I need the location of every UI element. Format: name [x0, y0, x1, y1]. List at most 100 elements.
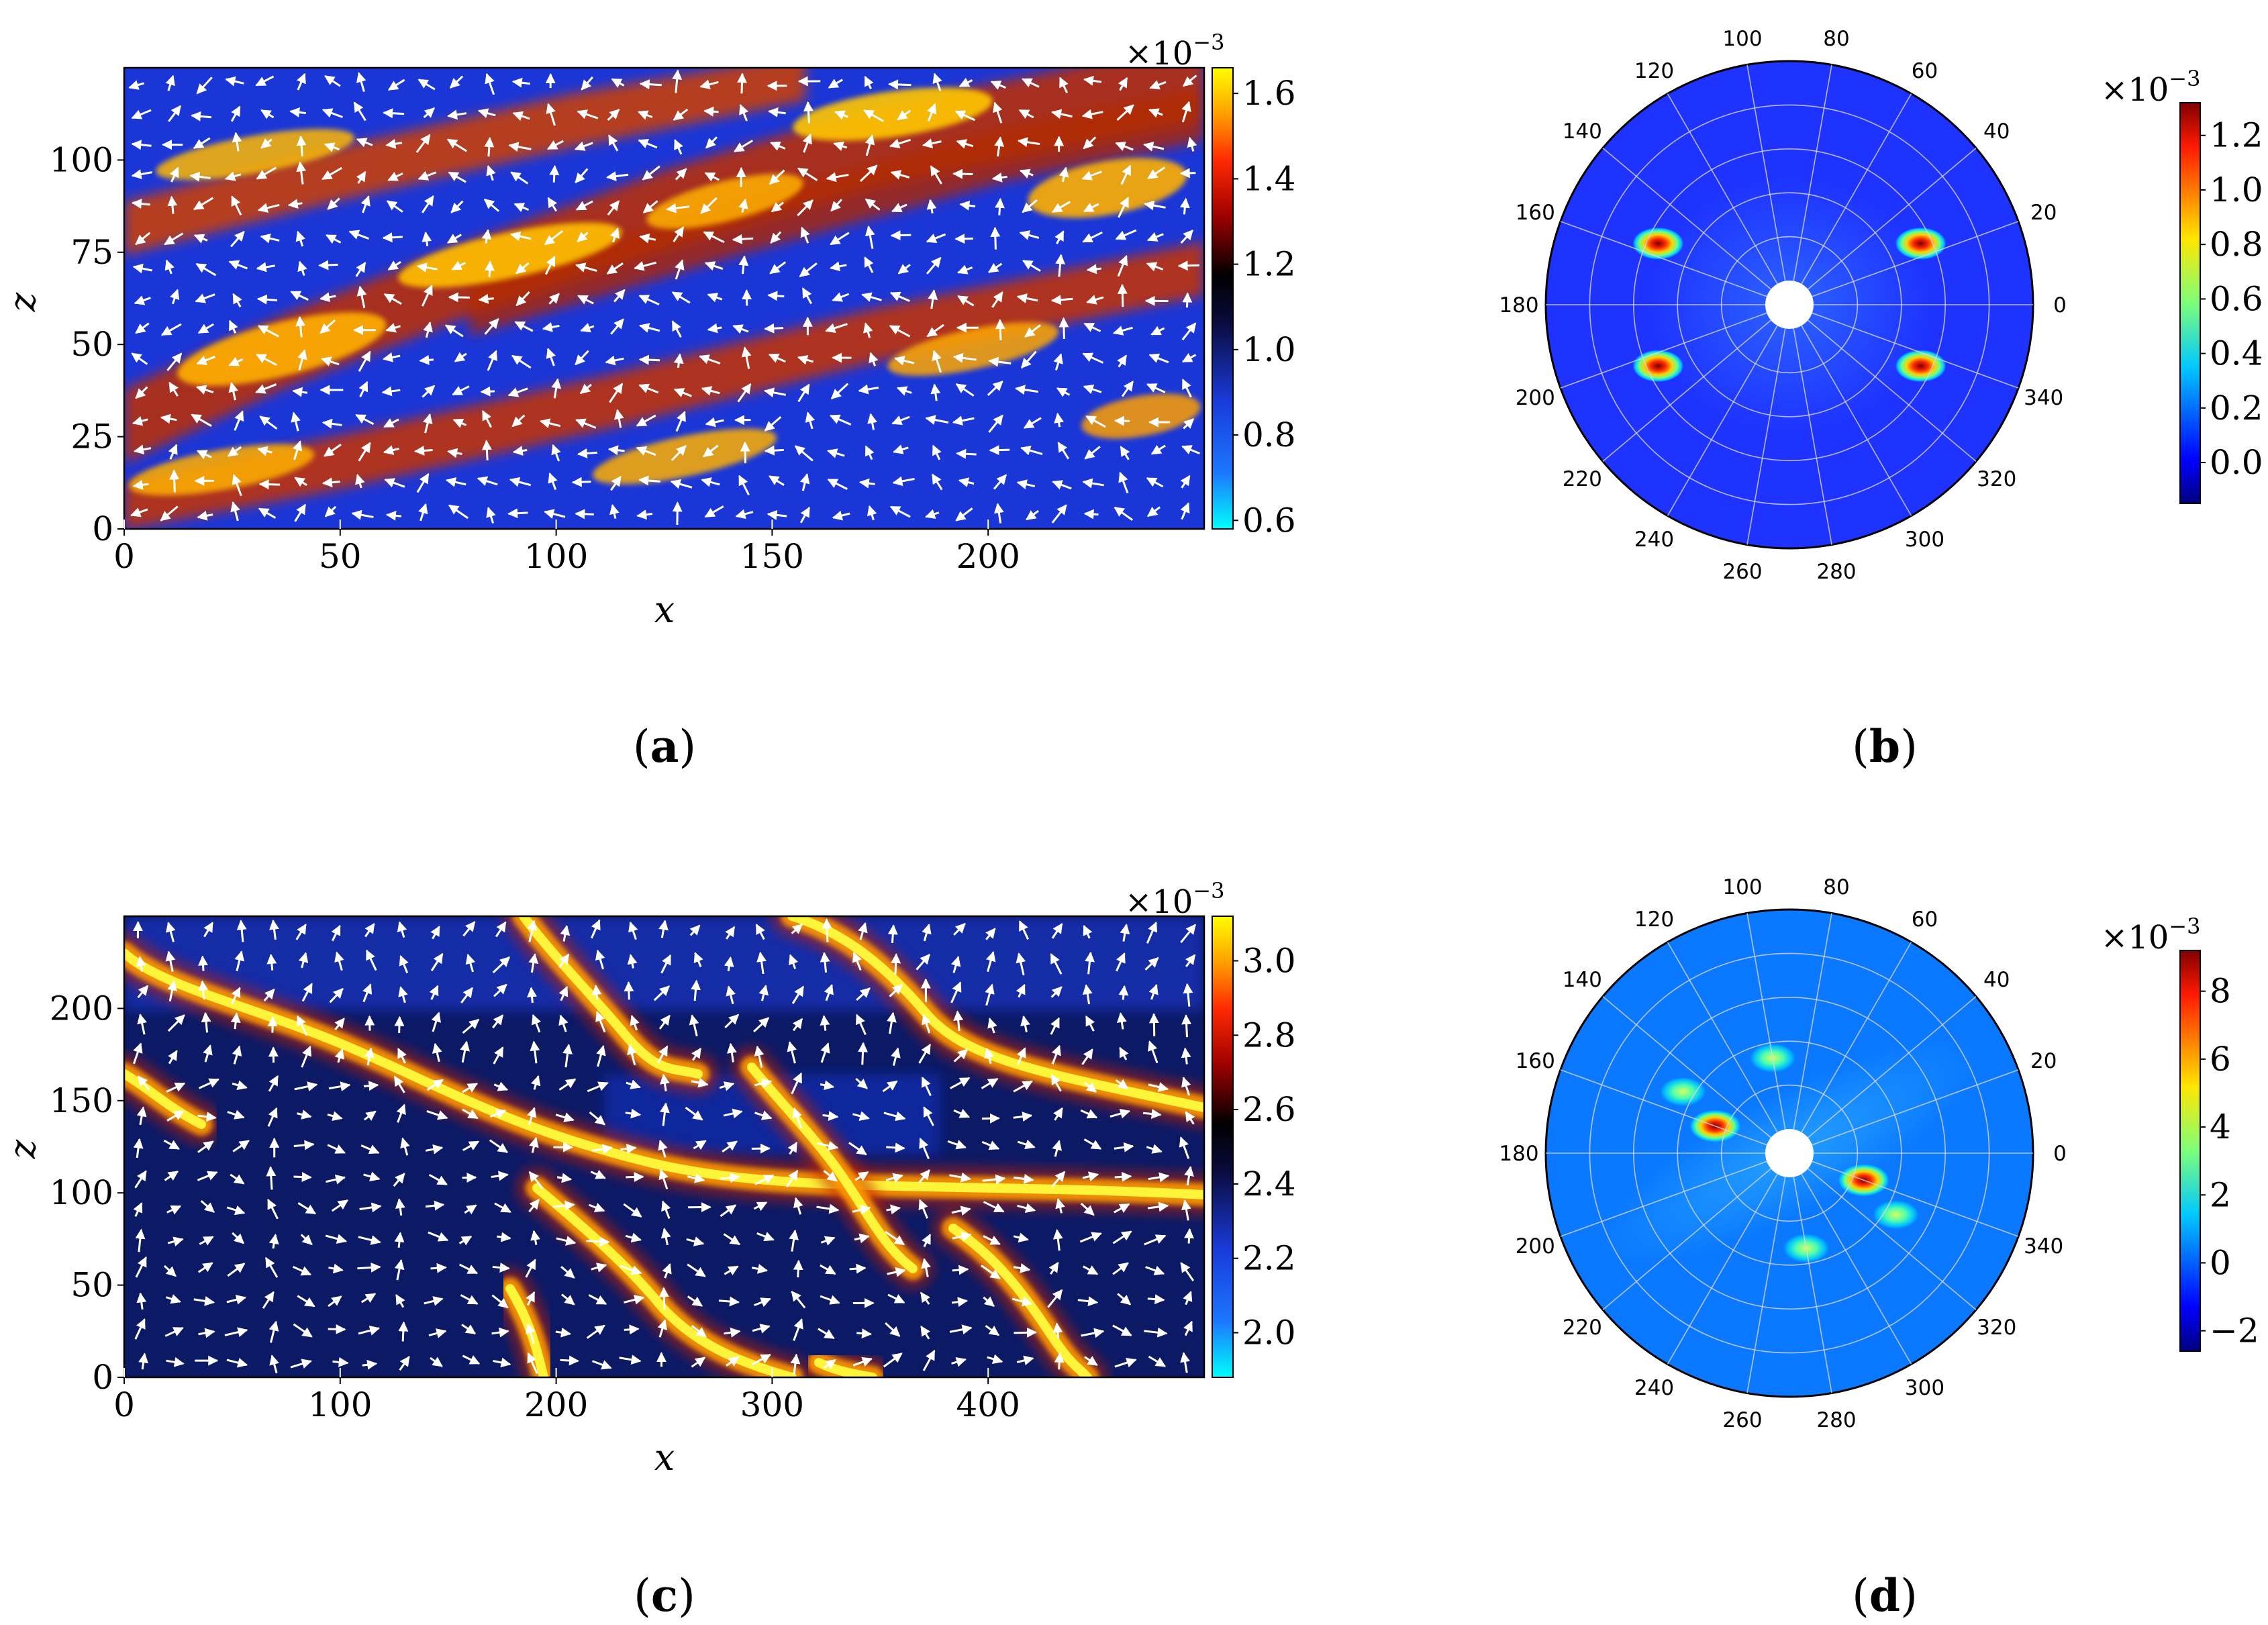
quiver-arrow — [1182, 75, 1197, 87]
quiver-arrow — [856, 1328, 873, 1339]
quiver-arrow — [926, 256, 942, 275]
quiver-arrow — [788, 954, 799, 969]
quiver-arrow — [822, 1111, 839, 1121]
quiver-arrow — [227, 446, 242, 457]
quiver-arrow — [196, 77, 213, 95]
quiver-arrow — [802, 133, 812, 153]
quiver-arrow — [685, 1106, 703, 1121]
quiver-arrow — [922, 1014, 932, 1034]
quiver-arrow — [1081, 1328, 1105, 1338]
quiver-arrow — [928, 289, 938, 309]
quiver-arrow — [833, 141, 848, 152]
quiver-arrow — [255, 383, 277, 394]
quiver-arrow — [609, 228, 620, 243]
quiver-arrow — [269, 919, 279, 940]
quiver-arrow — [428, 1328, 447, 1338]
spectral-peak — [1632, 350, 1684, 383]
quiver-arrow — [886, 1142, 905, 1153]
quiver-arrow — [460, 1294, 479, 1305]
quiver-arrow — [1022, 199, 1038, 213]
quiver-arrow — [398, 986, 408, 1003]
quiver-arrow — [532, 1014, 542, 1033]
turbulent-stripe — [814, 1358, 877, 1377]
quiver-arrow — [660, 954, 672, 974]
quiver-arrow — [492, 1263, 510, 1273]
quiver-arrow — [660, 1228, 671, 1246]
quiver-arrow — [1179, 168, 1196, 179]
quiver-arrow — [301, 1045, 312, 1068]
quiver-arrow — [985, 1324, 1000, 1336]
panel-b-polar-grid — [1546, 64, 2033, 545]
quiver-arrow — [1016, 983, 1026, 998]
quiver-arrow — [225, 171, 242, 181]
quiver-arrow — [230, 230, 245, 248]
quiver-arrow — [787, 1041, 797, 1064]
quiver-arrow — [1077, 1296, 1099, 1307]
quiver-arrow — [226, 1295, 247, 1305]
quiver-arrow — [856, 987, 871, 1001]
quiver-arrow — [527, 920, 538, 942]
quiver-arrow — [510, 171, 529, 185]
quiver-arrow — [957, 295, 975, 307]
quiver-arrow — [136, 1292, 147, 1310]
quiver-arrow — [135, 1228, 146, 1252]
quiver-arrow — [1051, 504, 1067, 524]
quiver-arrow — [577, 109, 599, 119]
quiver-arrow — [1180, 1352, 1190, 1373]
quiver-arrow — [896, 386, 912, 396]
quiver-arrow — [725, 926, 736, 940]
turbulent-stripe — [519, 916, 703, 1079]
quiver-arrow — [138, 1352, 149, 1370]
quiver-arrow — [416, 262, 438, 273]
quiver-arrow — [789, 1229, 799, 1252]
quiver-arrow — [395, 1293, 405, 1308]
quiver-arrow — [1083, 203, 1099, 213]
quiver-arrow — [826, 448, 845, 458]
quiver-arrow — [764, 323, 783, 334]
quiver-arrow — [1058, 77, 1069, 93]
turbulent-stripe — [532, 1183, 797, 1377]
quiver-arrow — [291, 411, 301, 432]
quiver-arrow — [921, 1258, 931, 1277]
quiver-arrow — [383, 293, 402, 305]
angle-tick-label: 60 — [1912, 59, 1938, 83]
quiver-arrow — [820, 952, 830, 973]
spectral-peak — [1895, 227, 1946, 260]
quiver-arrow — [956, 139, 974, 149]
quiver-arrow — [257, 203, 280, 213]
quiver-arrow — [447, 448, 462, 458]
quiver-arrow — [983, 1201, 1005, 1213]
turbulent-stripe — [747, 1063, 918, 1273]
quiver-arrow — [449, 75, 464, 89]
panel-c-caption: (c) — [634, 1569, 695, 1622]
quiver-arrow — [634, 261, 657, 271]
quiver-arrow — [791, 1072, 803, 1095]
quiver-arrow — [720, 1204, 737, 1218]
quiver-arrow — [417, 170, 437, 181]
quiver-arrow — [606, 262, 624, 275]
quiver-arrow — [723, 1108, 743, 1119]
quiver-arrow — [575, 262, 597, 273]
quiver-arrow — [1180, 1262, 1195, 1281]
quiver-arrow — [1180, 230, 1194, 244]
quiver-arrow — [867, 505, 877, 521]
quiver-arrow — [1017, 1139, 1036, 1150]
quiver-arrow — [889, 291, 910, 302]
quiver-arrow — [675, 259, 685, 280]
quiver-arrow — [322, 418, 342, 429]
quiver-arrow — [724, 1327, 741, 1338]
quiver-arrow — [1084, 1356, 1098, 1367]
quiver-arrow — [201, 1012, 211, 1033]
quiver-arrow — [297, 349, 307, 371]
quiver-arrow — [890, 230, 911, 241]
quiver-arrow — [132, 263, 152, 274]
quiver-arrow — [918, 1199, 928, 1219]
quiver-arrow — [166, 352, 183, 371]
quiver-arrow — [832, 292, 850, 302]
quiver-arrow — [226, 1357, 248, 1368]
quiver-arrow — [1086, 264, 1101, 275]
quiver-arrow — [1050, 295, 1073, 305]
quiver-arrow — [674, 139, 683, 155]
quiver-arrow — [1083, 1081, 1097, 1093]
quiver-arrow — [163, 1265, 177, 1277]
